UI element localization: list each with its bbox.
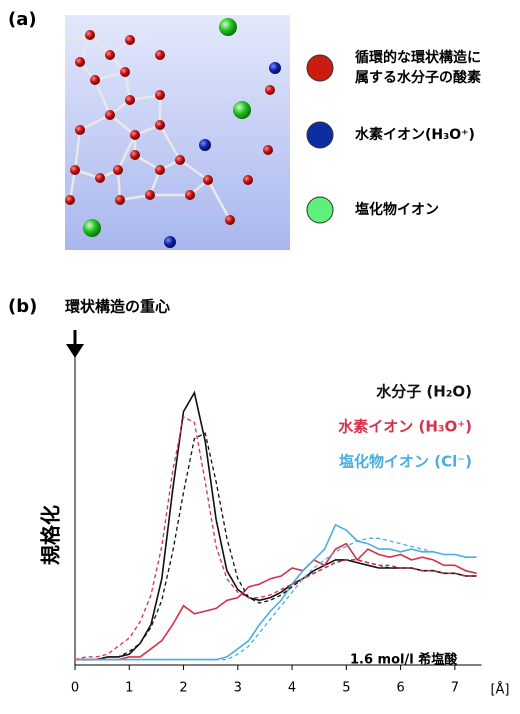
panel-label: (b) xyxy=(8,296,37,317)
x-tick-label: 2 xyxy=(179,681,187,696)
annotation: 環状構造の重心 xyxy=(65,298,170,316)
panel-label: (a) xyxy=(8,9,37,30)
x-tick-label: 4 xyxy=(288,681,296,696)
x-tick-label: 0 xyxy=(71,681,79,696)
figure: (a) 循環的な環状構造に 属する水分子の酸素 水素イオン(H xyxy=(0,0,520,710)
legend-entry: 水分子 (H₂O) xyxy=(376,383,472,401)
y-axis-label: 規格化 xyxy=(39,505,63,565)
legend-entry: 水素イオン (H₃O⁺) xyxy=(338,418,472,436)
line xyxy=(75,544,477,660)
legend-entry: 塩化物イオン (Cl⁻) xyxy=(339,453,472,471)
legend-text: 循環的な環状構造に xyxy=(355,49,481,66)
legend-text: 水素イオン(H₃O⁺) xyxy=(355,126,475,143)
page: {"panel_a": {"label": "(a)", "legend": [… xyxy=(0,0,520,710)
arrow xyxy=(66,330,84,358)
x-tick-label: 6 xyxy=(396,681,404,696)
x-tick-label: 7 xyxy=(451,681,459,696)
dashed-line xyxy=(75,538,477,659)
legend-text: 塩化物イオン xyxy=(355,201,439,218)
x-tick-label: 3 xyxy=(234,681,242,696)
x-axis-label: [Å] xyxy=(490,682,509,698)
molecule-image xyxy=(65,15,290,250)
legend-text: 属する水分子の酸素 xyxy=(355,69,481,86)
x-tick-label: 1 xyxy=(125,681,133,696)
x-tick-label: 5 xyxy=(342,681,350,696)
legend-a: 循環的な環状構造に 属する水分子の酸素 水素イオン(H₃O⁺) 塩化物イオン xyxy=(307,49,481,223)
